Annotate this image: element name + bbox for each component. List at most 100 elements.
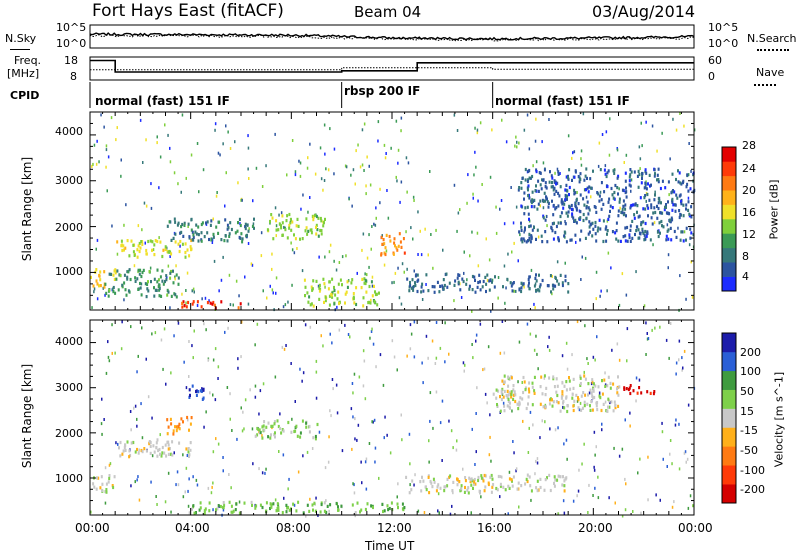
velocity-cell [543,374,546,378]
power-cell [575,206,578,210]
power-speckle [476,128,479,132]
velocity-cell [216,507,219,511]
velocity-speckle [563,442,565,446]
power-cell [672,189,674,193]
power-cell [318,289,321,293]
power-speckle [604,164,607,168]
power-speckle [526,113,529,117]
velocity-cell [280,431,283,435]
velocity-speckle [222,456,224,459]
power-cell [288,212,291,217]
power-cell [328,294,331,298]
velocity-speckle [136,417,138,421]
nsearch-line [89,34,695,42]
velocity-cell [561,393,564,397]
velocity-cell [195,511,197,515]
power-cell [312,279,315,283]
power-cell [630,203,633,208]
velocity-cell [597,385,600,389]
velocity-cell [506,404,509,408]
power-speckle [229,303,232,307]
power-cell [537,202,540,206]
velocity-speckle [230,510,232,514]
power-speckle [323,123,326,127]
velocity-speckle [665,338,668,342]
velocity-cell [627,387,630,392]
power-cell [566,197,568,201]
power-speckle [467,173,469,177]
power-speckle [675,128,678,132]
power-cell [147,239,150,244]
power-speckle [196,304,199,307]
velocity-speckle [249,388,251,392]
velocity-cell [502,395,505,399]
power-speckle [601,133,604,136]
freq-ytick-bottom: 8 [70,70,77,83]
power-speckle [354,182,356,186]
power-cell [588,220,591,224]
velocity-cell [178,427,181,431]
velocity-speckle [347,333,350,336]
power-speckle [513,241,515,245]
power-speckle [475,165,477,169]
velocity-speckle [408,432,411,436]
velocity-speckle [482,368,484,372]
velocity-speckle [449,512,452,516]
power-speckle [144,241,146,245]
power-cell [660,219,663,224]
power-cell [535,289,538,293]
power-cell [565,175,568,179]
power-cell [642,231,645,235]
power-speckle [174,275,176,279]
power-cell [568,206,571,210]
velocity-cell [577,396,579,400]
velocity-speckle [211,485,213,489]
power-speckle [150,206,153,210]
velocity-cell [285,503,288,507]
power-cell [103,285,106,289]
velocity-cell [203,511,206,515]
velocity-speckle [141,436,144,440]
velocity-cell [188,395,191,399]
power-speckle [691,295,694,299]
power-speckle [247,146,250,150]
velocity-speckle [371,327,373,331]
power-cell [570,207,573,211]
velocity-cell [122,449,125,453]
velocity-cell [316,422,319,427]
velocity-ytick: 3000 [55,381,83,394]
velocity-speckle [618,454,621,458]
velocity-cell [189,393,191,397]
velocity-speckle [637,471,639,475]
power-speckle [533,302,535,306]
velocity-speckle [548,335,550,339]
power-cell [127,270,130,274]
velocity-speckle [686,457,689,461]
velocity-speckle [431,339,434,343]
power-cell [471,288,474,292]
power-cell [588,185,591,189]
power-cell [670,238,673,242]
power-speckle [666,223,669,227]
velocity-cell [134,450,137,454]
velocity-cell [495,388,498,392]
power-cell [121,283,124,287]
power-cell [528,217,530,221]
velocity-cell [572,386,575,390]
power-cell [565,240,568,244]
power-cell [311,287,314,291]
power-cell [652,211,655,215]
power-speckle [396,179,398,183]
velocity-cell [306,503,309,507]
power-cell [192,238,195,242]
power-cell [528,236,531,240]
power-cell [670,191,673,195]
velocity-cell [259,503,262,507]
power-background [90,112,694,310]
velocity-cell [299,431,302,435]
velocity-cell [275,509,278,513]
velocity-cell [121,452,124,456]
power-cell [622,235,625,239]
velocity-cell [556,393,559,398]
power-cell [226,239,229,243]
